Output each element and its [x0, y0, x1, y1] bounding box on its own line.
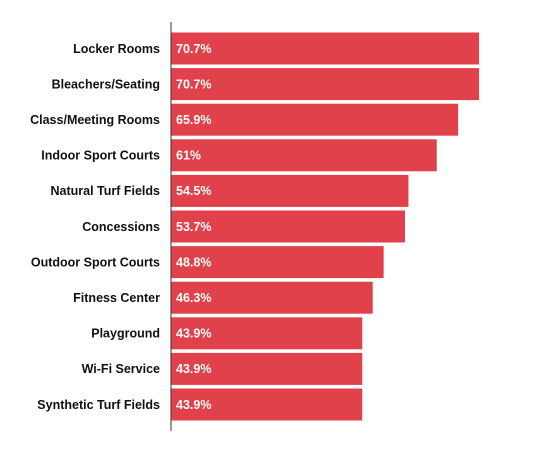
category-label: Class/Meeting Rooms	[30, 113, 160, 127]
bar	[171, 139, 437, 172]
bar	[171, 68, 480, 101]
category-label: Playground	[91, 327, 160, 341]
category-label: Outdoor Sport Courts	[31, 255, 160, 269]
bar	[171, 174, 409, 207]
value-label: 46.3%	[176, 291, 211, 305]
value-label: 70.7%	[176, 42, 211, 56]
value-label: 53.7%	[176, 220, 211, 234]
value-label: 54.5%	[176, 184, 211, 198]
category-label: Synthetic Turf Fields	[37, 398, 160, 412]
category-label: Fitness Center	[73, 291, 160, 305]
value-label: 43.9%	[176, 327, 211, 341]
value-label: 61%	[176, 149, 201, 163]
value-label: 43.9%	[176, 398, 211, 412]
category-label: Natural Turf Fields	[50, 184, 160, 198]
bar	[171, 388, 363, 421]
category-label: Bleachers/Seating	[52, 77, 160, 91]
bar	[171, 317, 363, 350]
category-label: Wi-Fi Service	[82, 362, 160, 376]
bar	[171, 103, 459, 136]
value-label: 65.9%	[176, 113, 211, 127]
category-label: Indoor Sport Courts	[41, 149, 160, 163]
bar	[171, 281, 373, 314]
category-label: Locker Rooms	[73, 42, 160, 56]
value-label: 70.7%	[176, 77, 211, 91]
category-label: Concessions	[82, 220, 160, 234]
bar	[171, 210, 405, 243]
bar	[171, 352, 363, 385]
value-label: 43.9%	[176, 362, 211, 376]
value-label: 48.8%	[176, 255, 211, 269]
bar	[171, 32, 480, 65]
bar	[171, 246, 384, 279]
